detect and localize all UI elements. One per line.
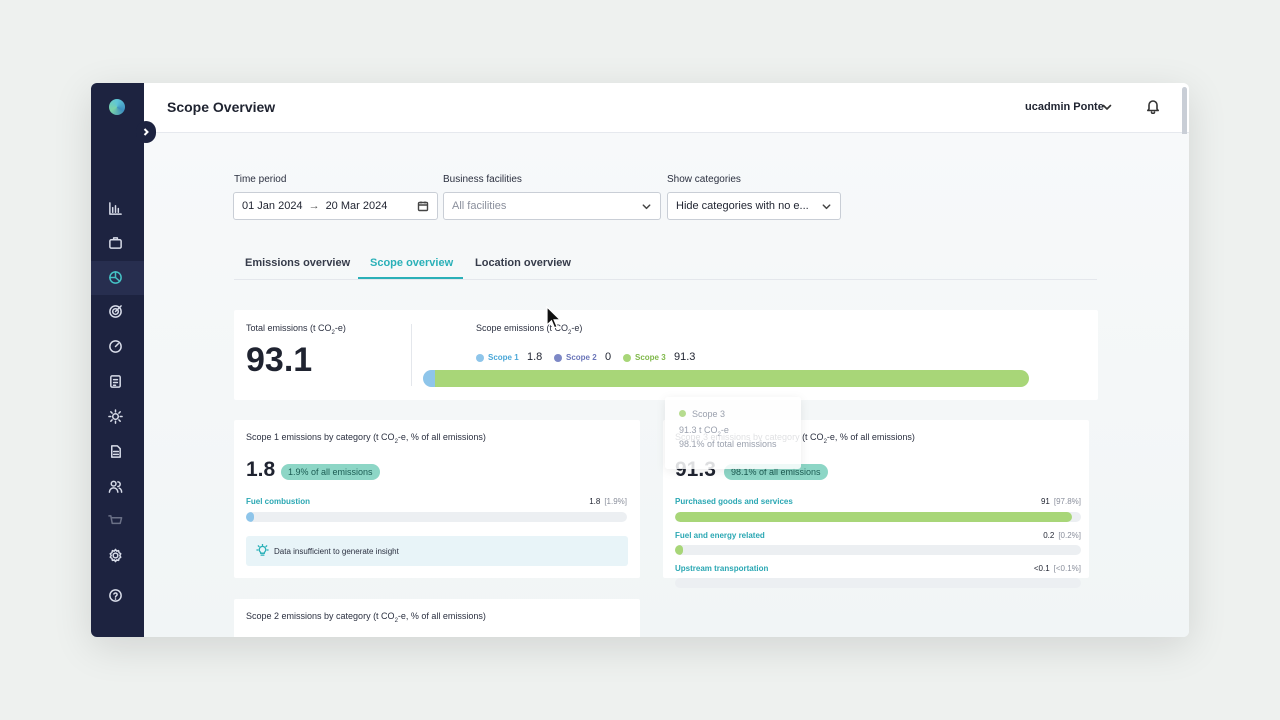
total-emissions-value: 93.1 xyxy=(246,341,313,379)
app-window: Scope Overview ucadmin Ponte Time period… xyxy=(91,83,1189,637)
facilities-placeholder: All facilities xyxy=(452,200,507,212)
tab-scope-overview[interactable]: Scope overview xyxy=(370,257,454,269)
scope-2-dot xyxy=(554,353,562,362)
settings-icon[interactable] xyxy=(107,547,124,564)
scope-stacked-bar[interactable] xyxy=(423,370,1029,387)
mouse-cursor-icon xyxy=(546,306,562,329)
insight-text: Data insufficient to generate insight xyxy=(274,546,399,556)
scope-1-category-fill xyxy=(246,512,254,522)
scope-3-category-value: <0.1 [<0.1%] xyxy=(1033,564,1081,573)
scope-3-category-label[interactable]: Purchased goods and services xyxy=(675,497,793,506)
scope-3-category-bar xyxy=(675,545,1081,555)
help-icon[interactable] xyxy=(107,587,124,604)
summary-divider xyxy=(411,324,412,386)
tooltip-value: 91.3 t CO2-e xyxy=(679,425,729,438)
gauge-icon[interactable] xyxy=(107,338,124,355)
scope-2-card xyxy=(234,599,640,637)
categories-value: Hide categories with no e... xyxy=(676,200,809,212)
sidebar xyxy=(91,83,144,637)
tab-emissions-overview[interactable]: Emissions overview xyxy=(245,257,351,269)
scope-1-value-large: 1.8 xyxy=(246,458,276,481)
scope-3-category-value: 91 [97.8%] xyxy=(1040,497,1081,506)
facilities-select[interactable]: All facilities xyxy=(443,192,661,220)
scope-3-category-label[interactable]: Fuel and energy related xyxy=(675,531,765,540)
total-emissions-label: Total emissions (t CO2-e) xyxy=(246,323,346,336)
document-icon[interactable] xyxy=(107,443,124,460)
tab-active-indicator xyxy=(358,277,463,279)
chevron-down-icon[interactable] xyxy=(1101,100,1113,112)
chevron-down-icon xyxy=(821,201,832,212)
scope-3-dot xyxy=(623,353,631,362)
tab-location-overview[interactable]: Location overview xyxy=(475,257,571,269)
users-icon[interactable] xyxy=(107,478,124,495)
bell-icon[interactable] xyxy=(1145,98,1161,115)
scope-3-category-fill xyxy=(675,545,684,555)
scope-tooltip: Scope 3 91.3 t CO2-e 98.1% of total emis… xyxy=(665,397,801,469)
cart-icon[interactable] xyxy=(107,512,124,529)
scope-2-card-title: Scope 2 emissions by category (t CO2-e, … xyxy=(246,611,486,624)
legend-scope-1: Scope 1 xyxy=(476,353,519,362)
sidebar-expand-button[interactable] xyxy=(136,121,156,143)
sidebar-active-highlight xyxy=(91,261,144,295)
insight-box: Data insufficient to generate insight xyxy=(246,536,628,566)
checklist-icon[interactable] xyxy=(107,373,124,390)
date-arrow: → xyxy=(308,200,320,212)
scope-bar-segment-1[interactable] xyxy=(423,370,435,387)
categories-label: Show categories xyxy=(667,174,741,185)
scope-3-value: 91.3 xyxy=(674,351,696,363)
categories-select[interactable]: Hide categories with no e... xyxy=(667,192,841,220)
scope-1-value: 1.8 xyxy=(527,351,543,363)
app-logo[interactable] xyxy=(109,99,125,115)
scope-3-category-label[interactable]: Upstream transportation xyxy=(675,564,769,573)
scope-3-category-bar xyxy=(675,512,1081,522)
pie-chart-icon[interactable] xyxy=(107,269,124,286)
date-end: 20 Mar 2024 xyxy=(325,200,388,212)
legend-scope-2: Scope 2 xyxy=(554,353,597,362)
tooltip-share: 98.1% of total emissions xyxy=(679,439,777,449)
bar-chart-icon[interactable] xyxy=(107,200,124,217)
user-menu[interactable]: ucadmin Ponte xyxy=(1025,101,1104,113)
chevron-right-icon xyxy=(143,128,149,136)
scope-1-category-bar xyxy=(246,512,627,522)
top-bar: Scope Overview ucadmin Ponte xyxy=(144,83,1189,133)
time-period-label: Time period xyxy=(234,174,287,185)
calendar-icon xyxy=(417,200,429,212)
scope-bar-segment-3[interactable] xyxy=(434,370,1029,387)
scope-3-category-bar xyxy=(675,578,1081,588)
date-range-picker[interactable]: 01 Jan 2024 → 20 Mar 2024 xyxy=(233,192,438,220)
briefcase-icon[interactable] xyxy=(107,234,124,251)
page-title: Scope Overview xyxy=(167,99,276,115)
scope-3-category-fill xyxy=(675,512,1073,522)
target-icon[interactable] xyxy=(107,303,124,320)
tooltip-dot xyxy=(679,410,686,417)
lightbulb-icon xyxy=(256,543,269,557)
scope-1-badge: 1.9% of all emissions xyxy=(281,464,380,480)
tab-divider xyxy=(234,279,1097,280)
scope-1-category-label[interactable]: Fuel combustion xyxy=(246,497,310,506)
scope-2-value: 0 xyxy=(605,351,612,363)
scope-1-dot xyxy=(476,353,484,362)
chevron-down-icon xyxy=(641,201,652,212)
facilities-label: Business facilities xyxy=(443,174,522,185)
scope-1-category-value: 1.8 [1.9%] xyxy=(589,497,627,506)
scope-1-card-title: Scope 1 emissions by category (t CO2-e, … xyxy=(246,432,486,445)
sun-icon[interactable] xyxy=(107,408,124,425)
date-start: 01 Jan 2024 xyxy=(242,200,303,212)
scope-3-category-value: 0.2 [0.2%] xyxy=(1043,531,1081,540)
legend-scope-3: Scope 3 xyxy=(623,353,666,362)
tooltip-title: Scope 3 xyxy=(692,409,726,419)
scope-emissions-label: Scope emissions (t CO2-e) xyxy=(476,323,583,336)
